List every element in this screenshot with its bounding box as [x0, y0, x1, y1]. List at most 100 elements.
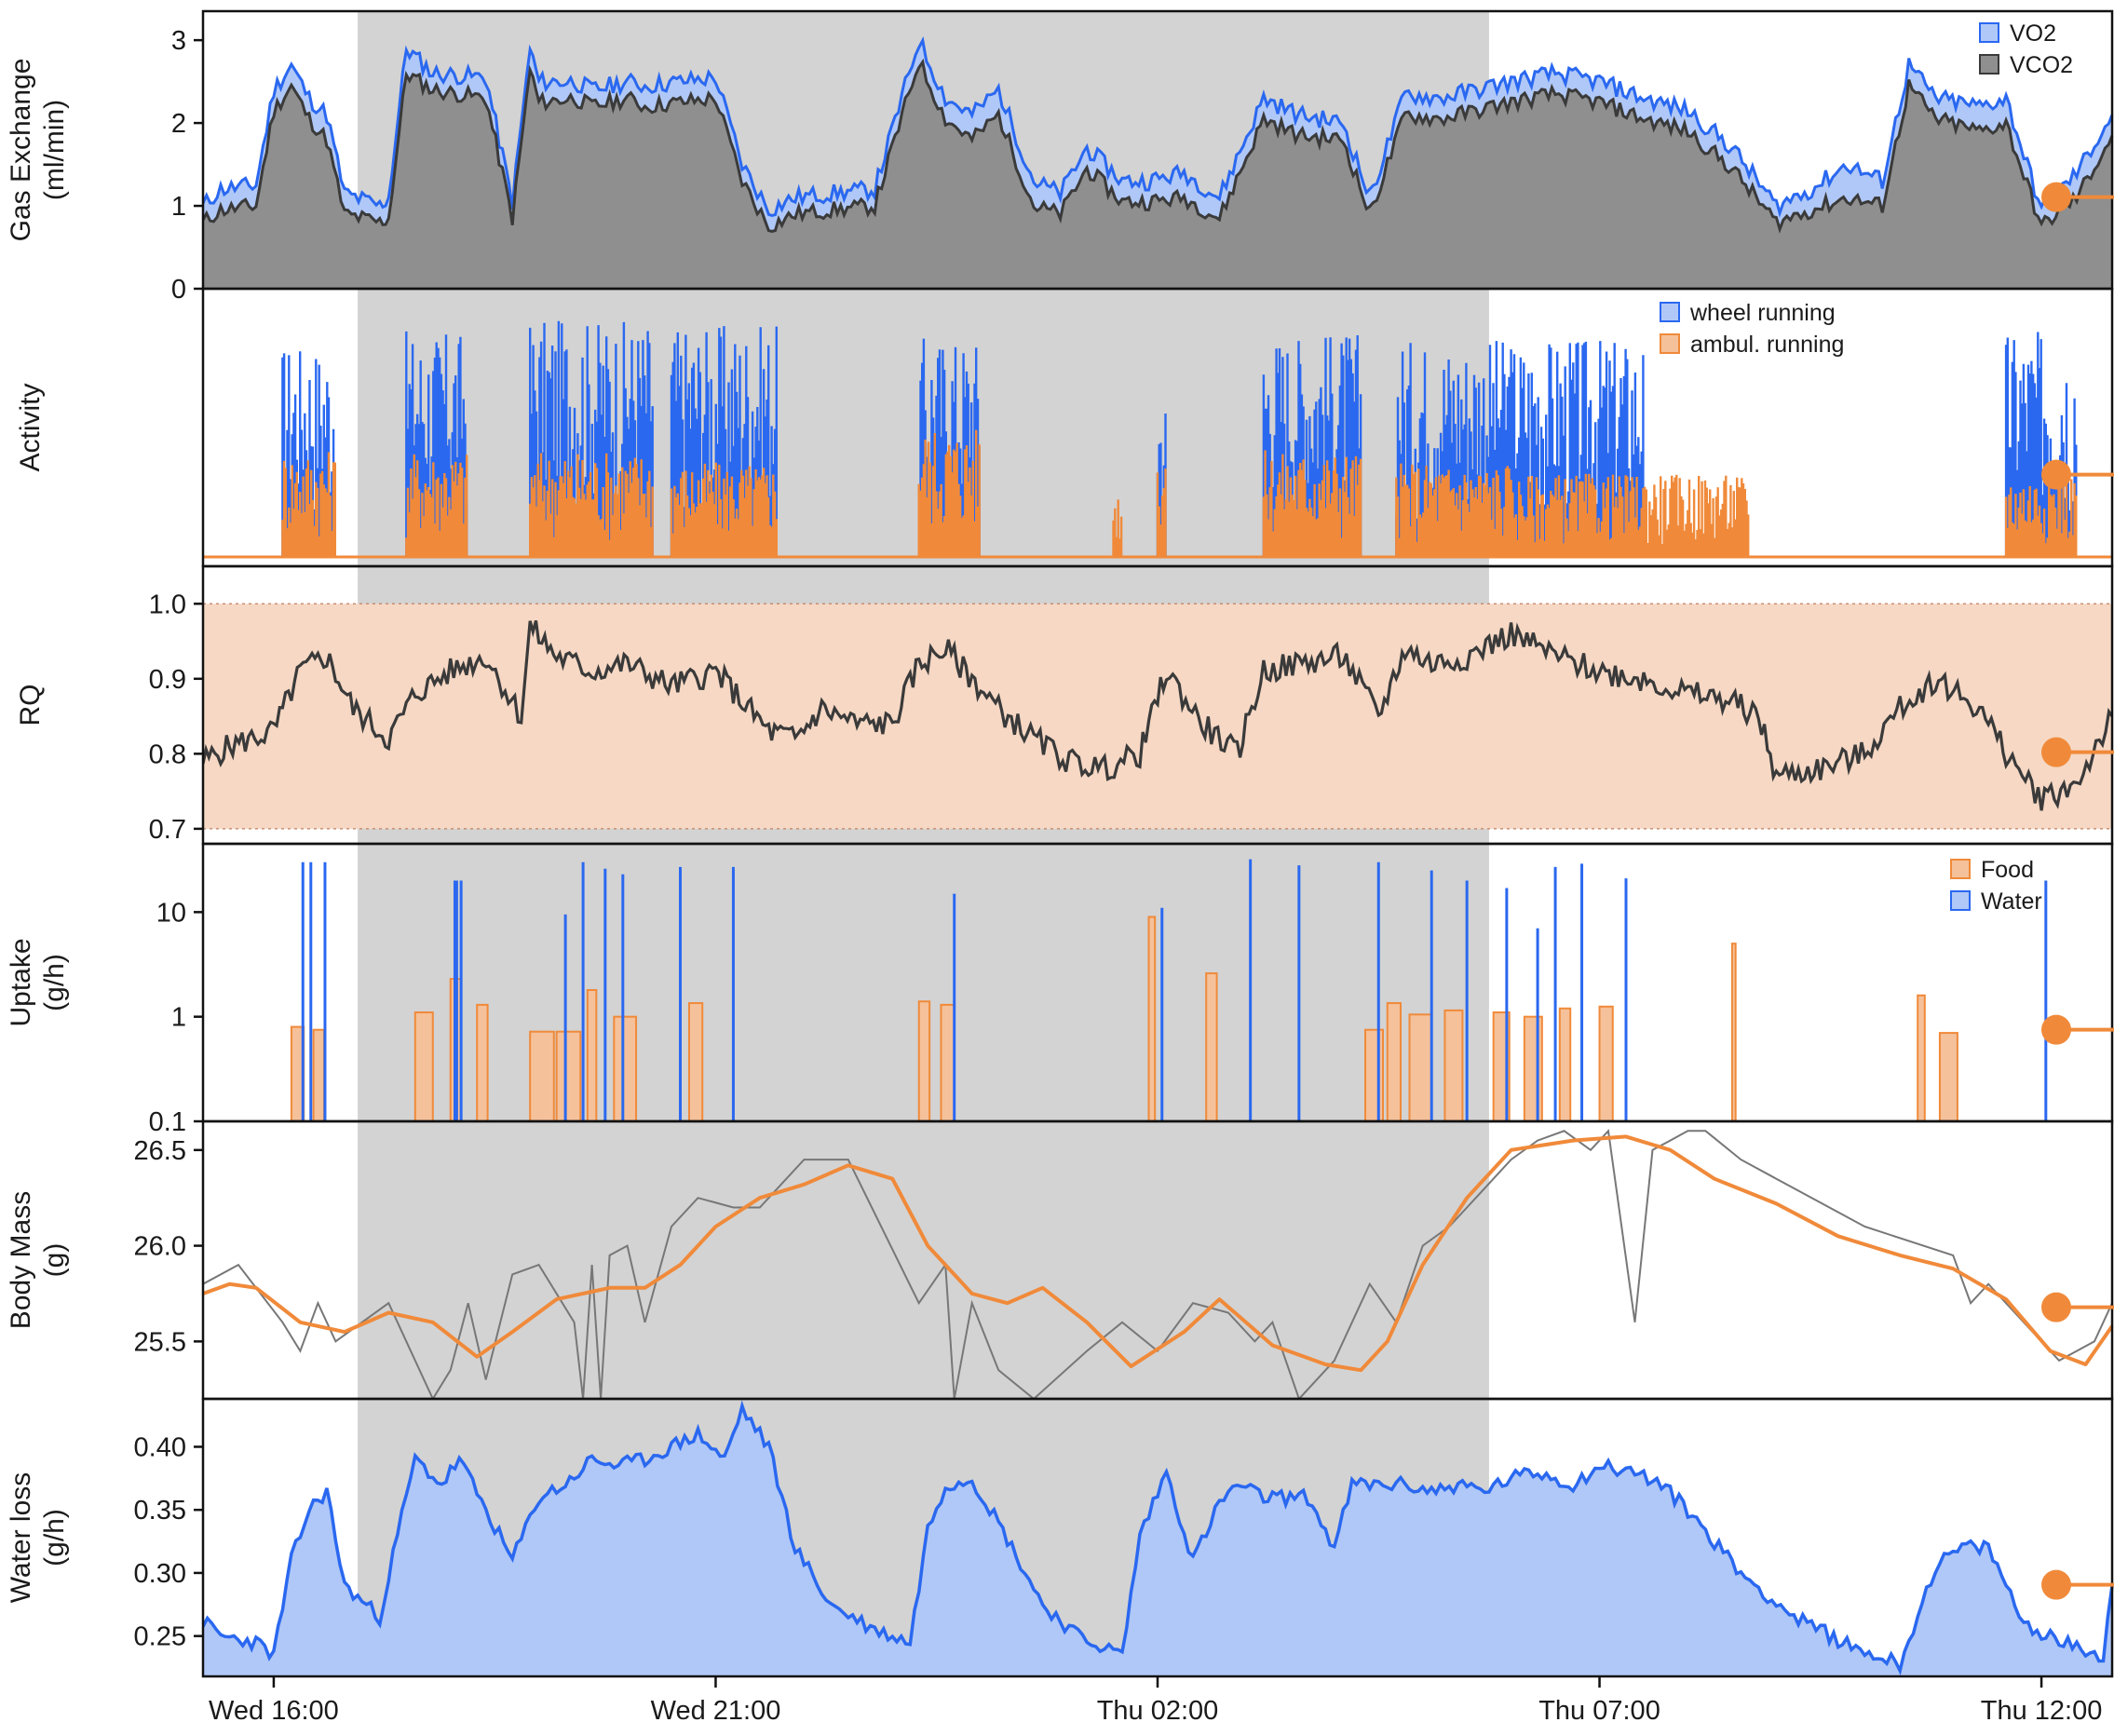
panel-gas-ytick-label: 0	[171, 275, 186, 305]
rq-reference-band	[203, 604, 2112, 829]
panel-uptake-marker-dot	[2041, 1014, 2071, 1045]
panel-water-plot	[203, 1400, 2114, 1676]
ambul-burst-9	[1510, 473, 1750, 557]
panel-mass-ytick-label: 25.5	[134, 1327, 186, 1357]
mass-raw-line	[203, 1129, 2113, 1399]
food-bar-22	[1730, 943, 1737, 1121]
ambul-burst-7	[1262, 450, 1362, 557]
panel-water-ylabel: Water loss	[6, 1472, 36, 1604]
legend-label-uptake-1: Water	[1981, 888, 2042, 915]
legend-label-gas-0: VO2	[2010, 20, 2056, 47]
food-bar-1	[312, 1028, 326, 1121]
panel-gas-ylabel: (ml/min)	[39, 100, 70, 200]
panel-uptake-ylabel: (g/h)	[39, 954, 70, 1011]
panel-gas-ylabel: Gas Exchange	[6, 59, 36, 242]
panel-mass-ylabel: (g)	[39, 1243, 70, 1278]
panel-mass-marker-dot	[2041, 1292, 2071, 1322]
ambul-burst-8	[1395, 463, 1512, 557]
food-bar-9	[687, 1002, 704, 1121]
food-bar-15	[1386, 1002, 1402, 1121]
food-bar-16	[1408, 1013, 1433, 1121]
panel-rq-plot	[203, 603, 2114, 830]
legend-label-gas-1: VCO2	[2010, 52, 2073, 78]
panel-uptake-plot	[290, 859, 2048, 1121]
legend-label-uptake-0: Food	[1981, 857, 2034, 883]
panel-rq-ytick-label: 1.0	[149, 590, 186, 619]
ambul-burst-3	[670, 462, 778, 557]
food-bar-4	[476, 1003, 489, 1121]
food-bar-7	[586, 989, 598, 1121]
panel-water-ytick-label: 0.25	[134, 1622, 186, 1652]
food-bar-12	[1147, 915, 1157, 1121]
legend-swatch-gas-1	[1979, 54, 1999, 75]
ambul-burst-0	[281, 452, 336, 557]
legend-label-activity-1: ambul. running	[1690, 332, 1844, 358]
ambul-burst-10	[2004, 475, 2078, 557]
vo2-line	[203, 36, 2114, 218]
panel-rq-marker-dot	[2041, 737, 2071, 767]
ambul-burst-1	[405, 454, 468, 557]
x-tick-label: Thu 07:00	[1538, 1696, 1660, 1726]
panel-uptake-ylabel: Uptake	[6, 938, 36, 1026]
ambul-burst-6	[1156, 468, 1167, 557]
legend-swatch-gas-0	[1979, 22, 1999, 43]
food-bar-17	[1443, 1009, 1464, 1121]
panel-rq-ylabel: RQ	[15, 685, 46, 726]
panel-activity-marker-dot	[2041, 459, 2071, 490]
panel-gas-ytick-label: 3	[171, 26, 186, 56]
panel-rq-ytick-label: 0.9	[149, 665, 186, 695]
vco2-line	[203, 58, 2114, 234]
food-bar-5	[529, 1030, 555, 1121]
rq-line	[203, 619, 2114, 811]
food-bar-10	[917, 1000, 931, 1121]
food-bar-11	[940, 1003, 955, 1121]
food-bar-19	[1523, 1015, 1543, 1121]
panel-mass-plot	[203, 1129, 2114, 1399]
panel-activity-plot	[203, 320, 2112, 559]
ambul-burst-5	[1112, 499, 1123, 557]
panel-rq-ytick-label: 0.7	[149, 815, 186, 845]
panel-gas-ytick-label: 2	[171, 109, 186, 139]
x-tick-label: Thu 02:00	[1097, 1696, 1219, 1726]
ambul-burst-2	[529, 453, 654, 557]
legend-swatch-activity-0	[1660, 302, 1680, 322]
panel-water-ytick-label: 0.35	[134, 1496, 186, 1526]
mass-smoothed-line	[203, 1134, 2114, 1373]
food-bar-24	[1938, 1032, 1958, 1121]
panel-mass-ylabel: Body Mass	[6, 1191, 36, 1329]
panel-uptake-ytick-label: 10	[156, 898, 186, 928]
panel-water-ylabel: (g/h)	[39, 1509, 70, 1566]
panel-uptake-ytick-label: 1	[171, 1003, 186, 1033]
legend-swatch-activity-1	[1660, 333, 1680, 354]
water-loss-area	[203, 1405, 2112, 1676]
food-bar-6	[555, 1030, 582, 1121]
panel-mass-ytick-label: 26.5	[134, 1136, 186, 1166]
food-bar-21	[1598, 1005, 1614, 1121]
x-tick-label: Thu 12:00	[1981, 1696, 2103, 1726]
legend-swatch-uptake-0	[1950, 859, 1971, 879]
panel-water-ytick-label: 0.30	[134, 1559, 186, 1589]
water-loss-line	[203, 1400, 2114, 1676]
panel-gas-marker-dot	[2041, 182, 2071, 212]
legend-swatch-uptake-1	[1950, 890, 1971, 911]
x-tick-label: Wed 21:00	[651, 1696, 781, 1726]
panel-rq-ytick-label: 0.8	[149, 739, 186, 769]
x-tick-label: Wed 16:00	[209, 1696, 339, 1726]
panel-uptake-ytick-label: 0.1	[149, 1107, 186, 1137]
panel-gas-ytick-label: 1	[171, 192, 186, 222]
ambul-burst-4	[917, 429, 981, 557]
food-bar-13	[1205, 972, 1218, 1121]
panel-gas-plot	[203, 36, 2114, 289]
panel-water-marker-dot	[2041, 1569, 2071, 1600]
food-bar-23	[1917, 994, 1926, 1121]
panel-water-ytick-label: 0.40	[134, 1432, 186, 1462]
food-bar-2	[413, 1011, 434, 1121]
food-bar-20	[1558, 1007, 1572, 1121]
food-bar-14	[1364, 1028, 1385, 1121]
panel-activity-ylabel: Activity	[15, 383, 46, 471]
food-bar-8	[613, 1015, 638, 1121]
legend-label-activity-0: wheel running	[1689, 300, 1836, 326]
panel-mass-ytick-label: 26.0	[134, 1232, 186, 1262]
